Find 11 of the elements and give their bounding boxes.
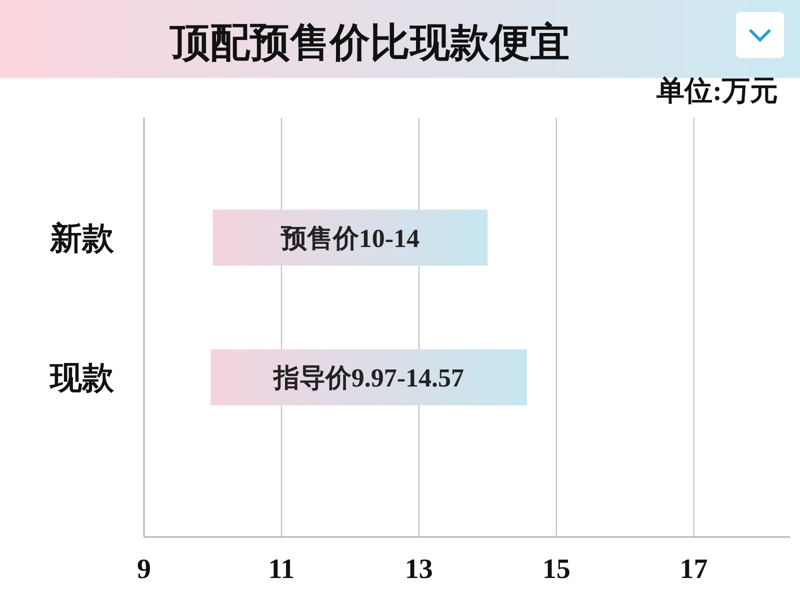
chart-subtitle: 单位:万元 bbox=[656, 76, 778, 107]
x-tick-label: 9 bbox=[137, 554, 151, 585]
x-tick-label: 11 bbox=[268, 554, 295, 585]
y-tick-label: 新款 bbox=[49, 220, 115, 256]
chart-title: 顶配预售价比现款便宜 bbox=[169, 20, 570, 65]
x-tick-label: 15 bbox=[542, 554, 570, 585]
data-label: 指导价9.97-14.57 bbox=[272, 363, 464, 392]
data-label: 预售价10-14 bbox=[280, 224, 420, 253]
x-tick-label: 17 bbox=[680, 554, 708, 585]
y-tick-label: 现款 bbox=[49, 360, 115, 396]
x-tick-label: 13 bbox=[404, 554, 433, 585]
